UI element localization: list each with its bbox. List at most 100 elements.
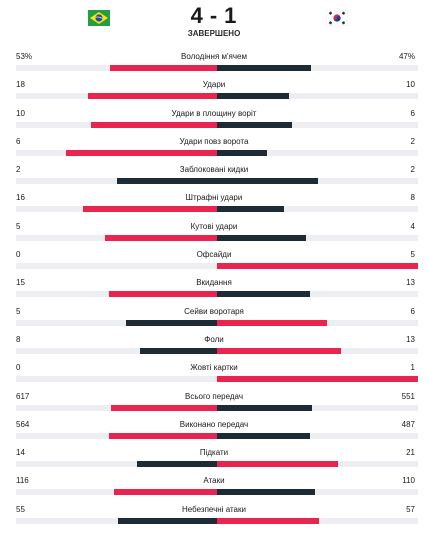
away-stat-bar <box>217 517 320 524</box>
home-value: 617 <box>16 391 30 401</box>
home-value: 5 <box>16 306 21 316</box>
away-value: 10 <box>406 80 415 90</box>
home-stat-bar <box>105 234 217 241</box>
home-stat-bar <box>91 121 217 128</box>
stat-label: Всього передач <box>185 391 243 401</box>
stat-label: Сейви воротаря <box>184 306 244 316</box>
south-korea-flag-icon <box>326 10 348 26</box>
home-stat-bar <box>116 178 217 185</box>
away-value: 6 <box>410 306 415 316</box>
stat-row: 2 Заблоковані кидки 2 <box>0 165 428 193</box>
stat-bar-track <box>16 291 418 298</box>
stat-label: Офсайди <box>196 250 232 260</box>
stat-label: Кутові удари <box>190 221 238 231</box>
stat-bar-track <box>16 461 418 468</box>
away-stat-bar <box>217 319 327 326</box>
stat-row: 5 Сейви воротаря 6 <box>0 307 428 335</box>
away-value: 5 <box>410 250 415 260</box>
home-stat-bar <box>82 206 217 213</box>
away-value: 487 <box>401 419 415 429</box>
home-stat-bar <box>110 404 217 411</box>
stat-row: 0 Офсайди 5 <box>0 250 428 278</box>
stat-bar-track <box>16 121 418 128</box>
stat-row: 16 Штрафні удари 8 <box>0 193 428 221</box>
away-stat-bar <box>217 376 418 383</box>
stat-row: 0 Жовті картки 1 <box>0 363 428 391</box>
home-stat-bar <box>136 461 217 468</box>
brazil-flag-icon <box>88 10 110 26</box>
stat-label: Удари <box>202 80 226 90</box>
home-stat-bar <box>140 347 217 354</box>
home-value: 53% <box>16 52 33 61</box>
stat-row: 55 Небезпечні атаки 57 <box>0 505 428 533</box>
away-value: 110 <box>402 476 415 486</box>
stat-label: Виконано передач <box>179 419 249 429</box>
stat-row: 8 Фоли 13 <box>0 335 428 363</box>
home-value: 16 <box>16 193 25 203</box>
away-stat-bar <box>217 206 284 213</box>
away-stat-bar <box>217 461 338 468</box>
away-stat-bar <box>217 263 418 270</box>
away-stat-bar <box>217 121 293 128</box>
stat-bar-track <box>16 517 418 524</box>
away-value: 47% <box>398 52 415 61</box>
away-value: 21 <box>406 448 415 458</box>
away-value: 13 <box>406 334 415 344</box>
away-value: 2 <box>410 136 415 146</box>
stat-bar-track <box>16 376 418 383</box>
away-stat-bar <box>217 432 311 439</box>
away-value: 13 <box>406 278 415 288</box>
home-stat-bar <box>88 93 217 100</box>
stat-bar-track <box>16 404 418 411</box>
stat-label: Удари повз ворота <box>179 136 249 146</box>
stat-bar-track <box>16 234 418 241</box>
stat-row: 617 Всього передач 551 <box>0 392 428 420</box>
home-stat-bar <box>66 149 217 156</box>
stat-label: Штрафні удари <box>185 193 243 203</box>
stat-bar-track <box>16 178 418 185</box>
stat-label: Жовті картки <box>190 363 238 373</box>
home-score: 4 <box>190 3 204 28</box>
score-separator: - <box>209 3 219 28</box>
stat-bar-track <box>16 347 418 354</box>
home-value: 5 <box>16 221 21 231</box>
stat-label: Заблоковані кидки <box>179 165 249 175</box>
away-stat-bar <box>217 291 311 298</box>
away-value: 57 <box>406 504 415 514</box>
stat-row: 10 Удари в площину воріт 6 <box>0 109 428 137</box>
away-value: 6 <box>410 108 415 118</box>
stat-row: 5 Кутові удари 4 <box>0 222 428 250</box>
home-stat-bar <box>109 291 217 298</box>
stat-row: 116 Атаки 110 <box>0 476 428 504</box>
home-value: 18 <box>16 80 25 90</box>
home-value: 8 <box>16 334 21 344</box>
away-stat-bar <box>217 234 307 241</box>
home-value: 6 <box>16 136 21 146</box>
home-value: 0 <box>16 250 21 260</box>
home-value: 10 <box>16 108 25 118</box>
stat-label: Атаки <box>203 476 225 486</box>
stat-bar-track <box>16 319 418 326</box>
stat-bar-track <box>16 432 418 439</box>
stat-bar-track <box>16 149 418 156</box>
away-score: 1 <box>224 3 238 28</box>
home-stat-bar <box>113 489 217 496</box>
away-value: 551 <box>401 391 415 401</box>
stat-row: 14 Підкати 21 <box>0 448 428 476</box>
home-value: 14 <box>16 448 25 458</box>
home-value: 55 <box>16 504 25 514</box>
stat-row: 564 Виконано передач 487 <box>0 420 428 448</box>
stat-label: Володіння м'ячем <box>181 52 247 61</box>
stat-bar-track <box>16 65 418 71</box>
stat-label: Підкати <box>199 448 229 458</box>
match-header: 4-1 ЗАВЕРШЕНО <box>0 0 428 46</box>
home-value: 116 <box>16 476 29 486</box>
stat-row: 53% Володіння м'ячем 47% <box>0 52 428 80</box>
home-value: 0 <box>16 363 21 373</box>
away-value: 2 <box>410 165 415 175</box>
away-value: 8 <box>410 193 415 203</box>
away-value: 1 <box>410 363 415 373</box>
away-stat-bar <box>217 404 312 411</box>
stat-label: Вкидання <box>196 278 232 288</box>
home-stat-bar <box>125 319 217 326</box>
